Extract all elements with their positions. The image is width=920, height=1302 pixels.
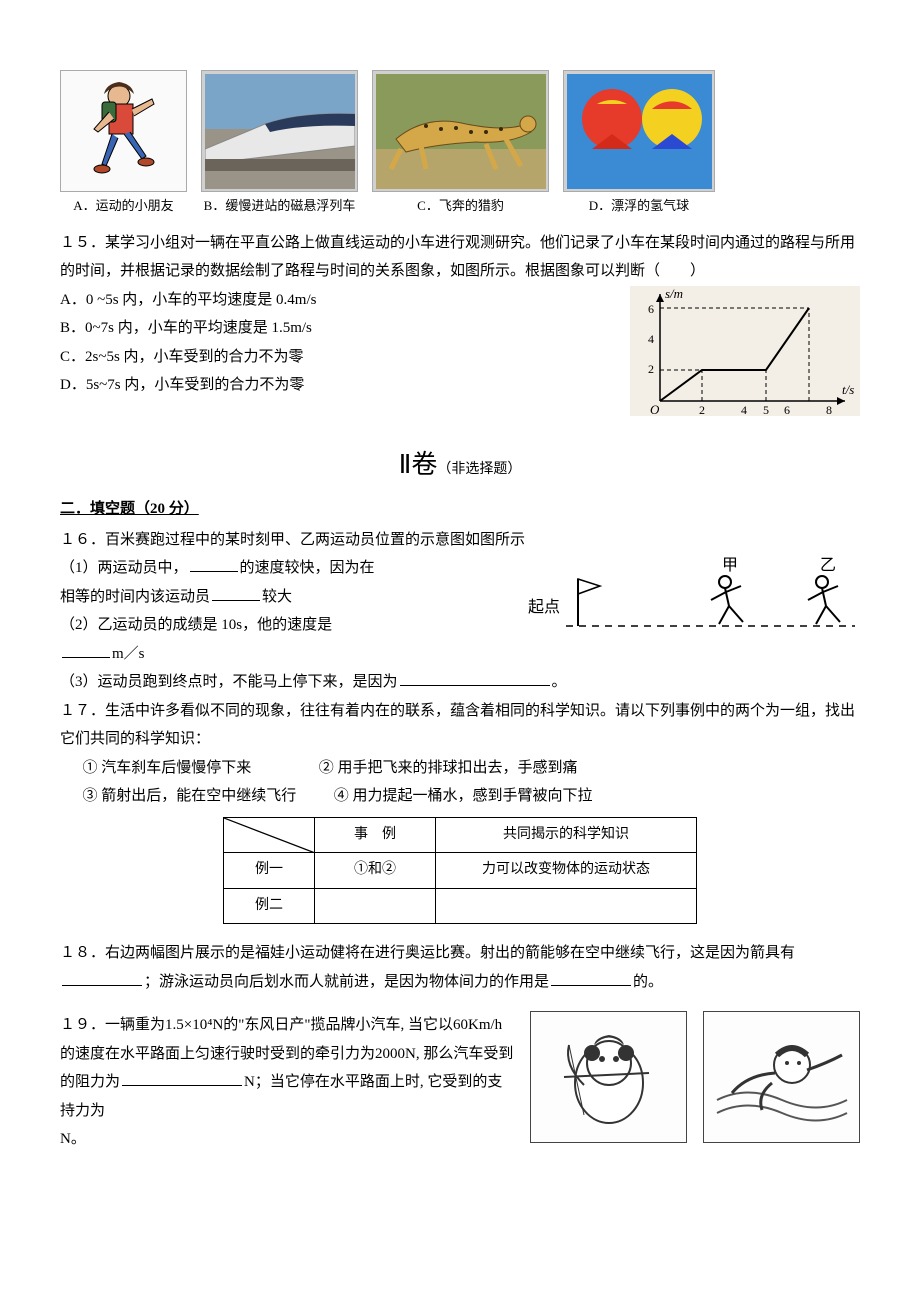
fuwa-archery-image: [530, 1011, 687, 1143]
q15-stem: １５．某学习小组对一辆在平直公路上做直线运动的小车进行观测研究。他们记录了小车在…: [60, 229, 860, 286]
maglev-train-image: [201, 70, 358, 192]
q14-option-c: C．飞奔的猎豹: [372, 70, 549, 219]
q15-opt-b: B．0~7s 内，小车的平均速度是 1.5m/s: [60, 314, 620, 343]
blank[interactable]: [551, 970, 631, 986]
q16-figure: 甲 乙 起点: [520, 554, 860, 644]
q18-b: ；游泳运动员向后划水而人就前进，是因为物体间力的作用是: [144, 974, 549, 990]
question-15: １５．某学习小组对一辆在平直公路上做直线运动的小车进行观测研究。他们记录了小车在…: [60, 229, 860, 416]
q16-p5a: （3）运动员跑到终点时，不能马上停下来，是因为: [60, 674, 398, 690]
q16-p1a: （1）两运动员中，: [60, 560, 188, 576]
q16-p5: （3）运动员跑到终点时，不能马上停下来，是因为 。: [60, 668, 860, 697]
question-16: １６．百米赛跑过程中的某时刻甲、乙两运动员位置的示意图如图所示 （1）两运动员中…: [60, 526, 860, 697]
q17-th-ex: 事 例: [315, 817, 436, 853]
q16-stem: １６．百米赛跑过程中的某时刻甲、乙两运动员位置的示意图如图所示: [60, 526, 860, 555]
q16-p1: （1）两运动员中， 的速度较快，因为在: [60, 554, 510, 583]
balloon-image: [563, 70, 715, 192]
q15-opt-d: D．5s~7s 内，小车受到的合力不为零: [60, 371, 620, 400]
q14-caption-b: B．缓慢进站的磁悬浮列车: [201, 194, 358, 219]
fuwa-swimming-image: [703, 1011, 860, 1143]
q17-r2b[interactable]: [315, 888, 436, 924]
blank[interactable]: [62, 970, 142, 986]
label-yi: 乙: [820, 557, 836, 574]
q17-r1c: 力可以改变物体的运动状态: [436, 853, 697, 889]
q17-th-diag: [224, 817, 315, 853]
section-kan: 卷: [411, 450, 437, 479]
q17-r1b: ①和②: [315, 853, 436, 889]
q16-p1b: 的速度较快，因为在: [240, 560, 375, 576]
cheetah-image: [372, 70, 549, 192]
section-roman: Ⅱ: [399, 450, 412, 479]
q17-c1: ① 汽车刹车后慢慢停下来: [83, 760, 252, 776]
q17-c4: ④ 用力提起一桶水，感到手臂被向下拉: [334, 788, 593, 804]
section-2-title: Ⅱ卷（非选择题）: [60, 440, 860, 489]
svg-text:5: 5: [763, 403, 769, 416]
q14-options-row: A．运动的小朋友 B．缓慢进站的磁悬浮列车: [60, 70, 860, 219]
q17-stem: １７．生活中许多看似不同的现象，往往有着内在的联系，蕴含着相同的科学知识。请以下…: [60, 697, 860, 754]
q19-c: N。: [60, 1131, 86, 1147]
q16-p5end: 。: [552, 674, 567, 690]
q15-opt-a: A．0 ~5s 内，小车的平均速度是 0.4m/s: [60, 286, 620, 315]
question-17: １７．生活中许多看似不同的现象，往往有着内在的联系，蕴含着相同的科学知识。请以下…: [60, 697, 860, 925]
svg-text:6: 6: [784, 403, 790, 416]
blank[interactable]: [122, 1070, 242, 1086]
q19-line: １９．一辆重为1.5×10⁴N的"东风日产"揽品牌小汽车, 当它以60Km/h的…: [60, 1011, 516, 1154]
q14-option-b: B．缓慢进站的磁悬浮列车: [201, 70, 358, 219]
q17-table: 事 例 共同揭示的科学知识 例一 ①和② 力可以改变物体的运动状态 例二: [223, 817, 697, 925]
section-sub: （非选择题）: [437, 462, 521, 477]
q16-p2b: 较大: [262, 589, 292, 605]
q16-p3: （2）乙运动员的成绩是 10s，他的速度是: [60, 611, 510, 640]
q18-line: １８．右边两幅图片展示的是福娃小运动健将在进行奥运比赛。射出的箭能够在空中继续飞…: [60, 939, 860, 996]
q16-p4: m／s: [60, 640, 510, 669]
q14-option-a: A．运动的小朋友: [60, 70, 187, 219]
q17-r2c[interactable]: [436, 888, 697, 924]
q17-th-sci: 共同揭示的科学知识: [436, 817, 697, 853]
question-18: １８．右边两幅图片展示的是福娃小运动健将在进行奥运比赛。射出的箭能够在空中继续飞…: [60, 939, 860, 996]
q17-line2: ③ 箭射出后，能在空中继续飞行 ④ 用力提起一桶水，感到手臂被向下拉: [60, 782, 860, 811]
svg-text:4: 4: [741, 403, 747, 416]
q15-opt-c: C．2s~5s 内，小车受到的合力不为零: [60, 343, 620, 372]
blank[interactable]: [62, 642, 110, 658]
q14-option-d: D．漂浮的氢气球: [563, 70, 715, 219]
q17-line1: ① 汽车刹车后慢慢停下来 ② 用手把飞来的排球扣出去，手感到痛: [60, 754, 860, 783]
blank[interactable]: [400, 670, 550, 686]
q17-r2a: 例二: [224, 888, 315, 924]
q14-caption-c: C．飞奔的猎豹: [372, 194, 549, 219]
q14-caption-d: D．漂浮的氢气球: [563, 194, 715, 219]
q18-a: １８．右边两幅图片展示的是福娃小运动健将在进行奥运比赛。射出的箭能够在空中继续飞…: [60, 945, 795, 961]
svg-text:6: 6: [648, 302, 654, 316]
blank[interactable]: [212, 585, 260, 601]
q16-p4b: m／s: [112, 646, 145, 662]
svg-text:s/m: s/m: [665, 286, 683, 301]
q17-r1a: 例一: [224, 853, 315, 889]
q17-c3: ③ 箭射出后，能在空中继续飞行: [83, 788, 297, 804]
label-qidian: 起点: [528, 598, 560, 616]
svg-text:8: 8: [826, 403, 832, 416]
svg-text:2: 2: [648, 362, 654, 376]
q17-c2: ② 用手把飞来的排球扣出去，手感到痛: [319, 760, 578, 776]
svg-text:t/s: t/s: [842, 382, 854, 397]
fill-blank-heading: 二．填空题（20 分）: [60, 495, 860, 524]
blank[interactable]: [190, 556, 238, 572]
q15-graph: s/m t/s O 2 4 6 2 4 5 6 8: [630, 286, 860, 416]
q16-p2: 相等的时间内该运动员 较大: [60, 583, 510, 612]
question-19: １９．一辆重为1.5×10⁴N的"东风日产"揽品牌小汽车, 当它以60Km/h的…: [60, 1011, 516, 1154]
label-jia: 甲: [722, 557, 738, 574]
svg-text:O: O: [650, 402, 660, 416]
q18-c: 的。: [633, 974, 663, 990]
running-boy-image: [60, 70, 187, 192]
fuwa-figures: [530, 1011, 860, 1154]
svg-text:2: 2: [699, 403, 705, 416]
q16-p2a: 相等的时间内该运动员: [60, 589, 210, 605]
svg-text:4: 4: [648, 332, 654, 346]
q14-caption-a: A．运动的小朋友: [60, 194, 187, 219]
